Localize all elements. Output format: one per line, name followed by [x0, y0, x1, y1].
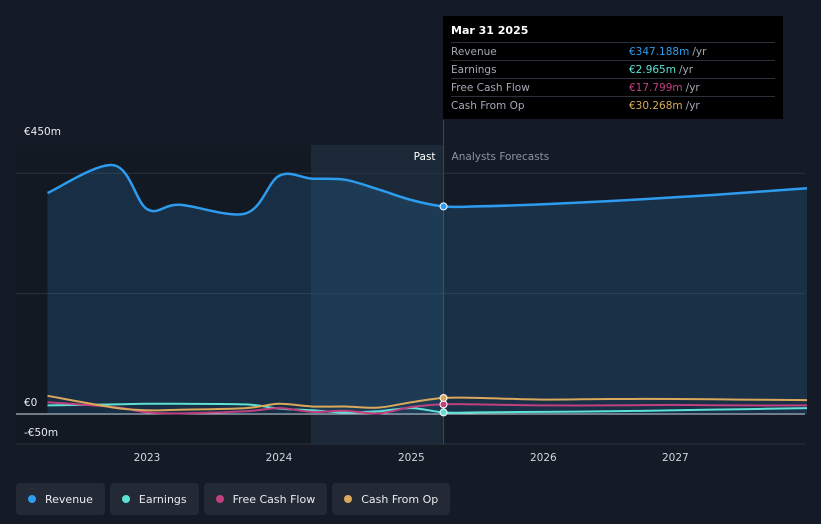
cash-from-op-line	[47, 394, 808, 412]
legend-item-cash-from-op[interactable]: Cash From Op	[332, 483, 451, 515]
tooltip-label: Cash From Op	[451, 99, 525, 112]
revenue-area	[47, 165, 807, 414]
revenue-point	[439, 202, 448, 211]
legend-label: Cash From Op	[361, 492, 439, 506]
tooltip-label: Free Cash Flow	[451, 81, 530, 94]
tooltip-unit: /yr	[685, 99, 700, 112]
tooltip-value: €30.268m	[629, 99, 683, 112]
tooltip-unit: /yr	[692, 45, 707, 58]
tooltip-label: Earnings	[451, 63, 497, 76]
past-shade-dark	[16, 145, 311, 444]
legend-item-earnings[interactable]: Earnings	[109, 483, 199, 515]
earnings-dot-icon	[121, 495, 130, 503]
tooltip-date: Mar 31 2025	[451, 24, 529, 37]
x-tick-label: 2024	[266, 452, 293, 464]
y-tick-label: €0	[24, 397, 37, 409]
free-cash-flow-dot-icon	[215, 495, 224, 503]
tooltip-row-earnings: Earnings €2.965m /yr	[451, 60, 775, 78]
forecast-label: Analysts Forecasts	[452, 151, 550, 163]
x-tick-label: 2026	[530, 452, 557, 464]
tooltip: Mar 31 2025 Revenue €347.188m /yr Earnin…	[443, 16, 783, 119]
revenue-dot-icon	[28, 495, 36, 503]
tooltip-label: Revenue	[451, 45, 497, 58]
earnings-line	[47, 402, 808, 414]
legend-item-revenue[interactable]: Revenue	[16, 483, 105, 515]
tooltip-value: €347.188m	[629, 45, 690, 58]
legend-label: Free Cash Flow	[232, 492, 316, 506]
cash-from-op-dot-icon	[344, 495, 353, 503]
free-cash-flow-line	[47, 401, 808, 415]
y-tick-label: €450m	[24, 126, 61, 138]
tooltip-value: €2.965m	[629, 63, 676, 76]
x-tick-label: 2025	[398, 452, 425, 464]
legend: Revenue Earnings Free Cash Flow Cash Fro…	[16, 483, 451, 515]
past-shade-highlight	[311, 145, 444, 444]
x-tick-label: 2023	[134, 452, 161, 464]
y-tick-label: -€50m	[24, 427, 58, 439]
legend-label: Revenue	[45, 492, 93, 506]
forecast-region	[444, 145, 805, 444]
tooltip-row-free-cash-flow: Free Cash Flow €17.799m /yr	[451, 78, 775, 96]
x-tick-label: 2027	[662, 452, 689, 464]
tooltip-row-cash-from-op: Cash From Op €30.268m /yr	[451, 96, 775, 114]
cash-from-op-point	[439, 393, 448, 402]
tooltip-unit: /yr	[678, 63, 694, 76]
tooltip-unit: /yr	[685, 81, 700, 94]
earnings-point	[439, 408, 448, 417]
tooltip-row-revenue: Revenue €347.188m /yr	[451, 42, 775, 60]
past-label: Past	[414, 151, 436, 163]
legend-item-free-cash-flow[interactable]: Free Cash Flow	[203, 483, 328, 515]
tooltip-value: €17.799m	[629, 81, 683, 94]
legend-label: Earnings	[138, 492, 187, 506]
revenue-line	[46, 163, 808, 216]
